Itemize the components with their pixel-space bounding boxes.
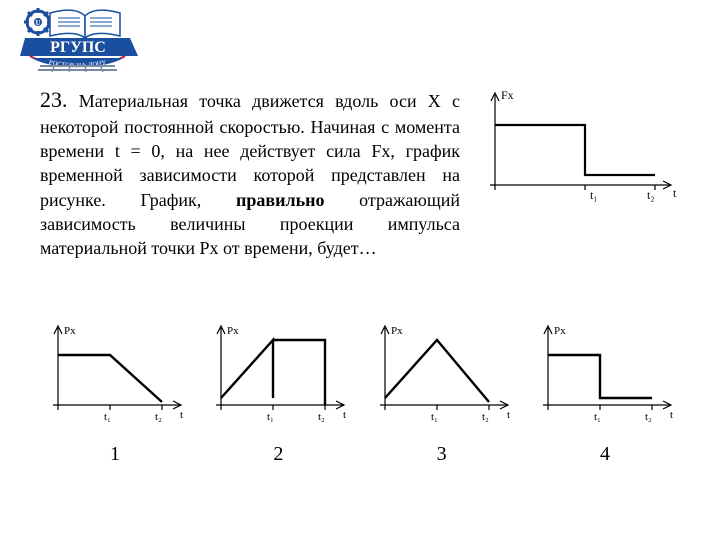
fx-line (495, 125, 655, 175)
svg-text:t₁: t₁ (104, 411, 111, 423)
gear-icon: U (24, 8, 52, 36)
svg-text:U: U (35, 19, 40, 27)
svg-text:t: t (180, 409, 183, 421)
option-2-line (221, 340, 325, 405)
fx-tick-t2: t₂ (647, 188, 655, 202)
options-row: Px t t₁ t₂ 1 Px t t₁ t₂ 2 (40, 320, 680, 466)
logo-banner: РГУПС (20, 38, 138, 56)
svg-text:t₁: t₁ (594, 411, 601, 423)
svg-text:Px: Px (64, 325, 76, 337)
logo-text: РГУПС (50, 39, 106, 56)
option-2: Px t t₁ t₂ 2 (203, 320, 353, 466)
fx-x-label: t (673, 186, 677, 200)
svg-text:t₁: t₁ (267, 411, 274, 423)
fx-chart: Fx t t₁ t₂ (475, 85, 685, 220)
option-1-label: 1 (40, 443, 190, 466)
university-logo: U РГУПС РОСТОВ-НА-ДОНУ (20, 8, 140, 88)
svg-text:t: t (343, 409, 346, 421)
fx-tick-t1: t₁ (590, 188, 598, 202)
option-2-label: 2 (203, 443, 353, 466)
svg-text:t: t (670, 409, 673, 421)
svg-text:t: t (507, 409, 510, 421)
option-4-line (548, 355, 652, 398)
option-3-line (385, 340, 489, 402)
option-4: Px t t₁ t₂ 4 (530, 320, 680, 466)
option-4-label: 4 (530, 443, 680, 466)
book-icon (50, 10, 120, 38)
logo-ring: РОСТОВ-НА-ДОНУ (30, 56, 125, 72)
fx-y-label: Fx (501, 88, 514, 102)
svg-text:Px: Px (227, 325, 239, 337)
question-number: 23. (40, 87, 68, 112)
svg-text:t₂: t₂ (318, 411, 325, 423)
option-1-line (58, 355, 162, 402)
svg-text:t₂: t₂ (482, 411, 489, 423)
option-3: Px t t₁ t₂ 3 (367, 320, 517, 466)
svg-text:Px: Px (391, 325, 403, 337)
question-text: 23. Материальная точка движется вдоль ос… (40, 85, 460, 260)
svg-text:Px: Px (554, 325, 566, 337)
option-1: Px t t₁ t₂ 1 (40, 320, 190, 466)
question-body: Материальная точка движется вдоль оси X … (40, 91, 460, 258)
svg-text:t₂: t₂ (645, 411, 652, 423)
option-3-label: 3 (367, 443, 517, 466)
svg-text:t₂: t₂ (155, 411, 162, 423)
svg-text:t₁: t₁ (431, 411, 438, 423)
